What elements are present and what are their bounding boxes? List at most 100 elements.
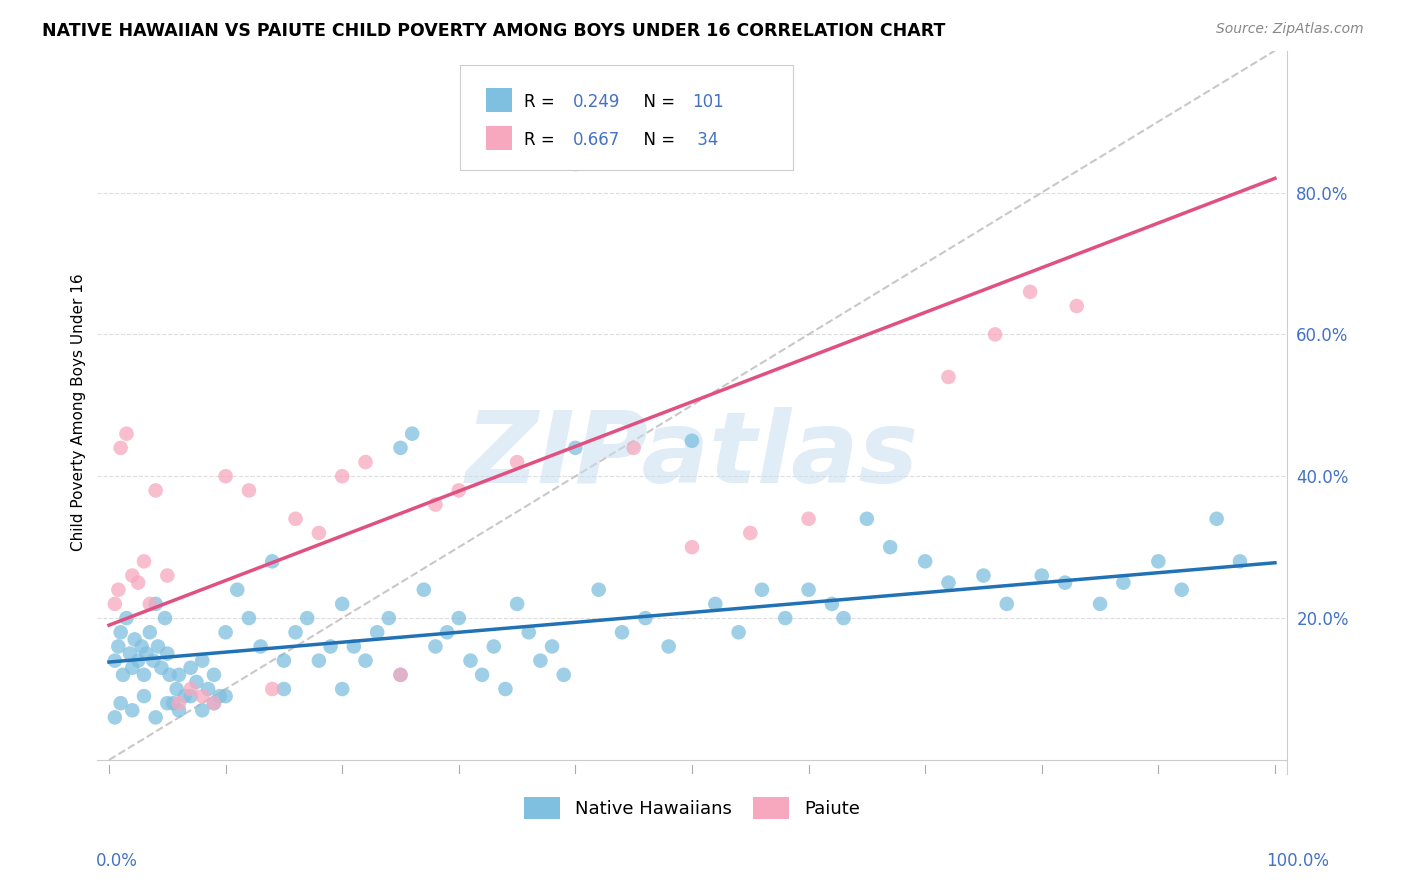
Text: 34: 34 xyxy=(692,130,718,149)
Point xyxy=(938,575,960,590)
Point xyxy=(330,681,353,696)
Point xyxy=(110,625,132,640)
Point xyxy=(1229,554,1251,568)
Point xyxy=(425,640,447,654)
Point xyxy=(529,654,551,668)
Point xyxy=(727,625,749,640)
Point xyxy=(214,625,236,640)
Text: 100.0%: 100.0% xyxy=(1265,852,1329,870)
Point xyxy=(1066,299,1088,313)
Text: 101: 101 xyxy=(692,93,724,111)
Point xyxy=(145,597,167,611)
Bar xyxy=(486,126,512,150)
Point xyxy=(226,582,249,597)
Point xyxy=(156,696,179,710)
Point xyxy=(167,696,190,710)
Point xyxy=(284,625,307,640)
Point xyxy=(214,689,236,703)
Point xyxy=(389,668,412,682)
Point xyxy=(378,611,401,625)
Text: ZIPatlas: ZIPatlas xyxy=(465,408,918,504)
Point xyxy=(104,710,127,724)
Point xyxy=(343,640,366,654)
Point xyxy=(389,441,412,455)
Point xyxy=(124,632,146,647)
Point xyxy=(425,498,447,512)
Point xyxy=(482,640,505,654)
Point xyxy=(273,681,295,696)
Point xyxy=(202,668,225,682)
Point xyxy=(634,611,657,625)
Point xyxy=(506,455,529,469)
Point xyxy=(115,611,138,625)
Point xyxy=(308,654,330,668)
Point xyxy=(681,434,703,448)
Point xyxy=(984,327,1007,342)
Point xyxy=(401,426,423,441)
Point xyxy=(366,625,388,640)
Text: 0.249: 0.249 xyxy=(574,93,620,111)
Point xyxy=(914,554,936,568)
Point xyxy=(191,689,214,703)
Point xyxy=(153,611,176,625)
Point xyxy=(1170,582,1192,597)
Point xyxy=(972,568,994,582)
Point xyxy=(330,597,353,611)
Point xyxy=(162,696,184,710)
Point xyxy=(110,696,132,710)
Point xyxy=(610,625,633,640)
Point xyxy=(658,640,681,654)
FancyBboxPatch shape xyxy=(460,65,793,170)
Point xyxy=(167,668,190,682)
Text: 0.0%: 0.0% xyxy=(96,852,138,870)
Point xyxy=(127,575,149,590)
Point xyxy=(938,370,960,384)
Point xyxy=(104,597,127,611)
Point xyxy=(173,689,195,703)
Point xyxy=(118,647,141,661)
Point xyxy=(111,668,134,682)
Point xyxy=(436,625,458,640)
Point xyxy=(150,661,173,675)
Point xyxy=(107,582,129,597)
Point xyxy=(166,681,188,696)
Point xyxy=(191,703,214,717)
Text: R =: R = xyxy=(524,130,560,149)
Point xyxy=(460,654,482,668)
Point xyxy=(389,668,412,682)
Point xyxy=(447,483,470,498)
Text: Source: ZipAtlas.com: Source: ZipAtlas.com xyxy=(1216,22,1364,37)
Point xyxy=(856,512,879,526)
Point xyxy=(319,640,342,654)
Point xyxy=(167,703,190,717)
Point xyxy=(623,441,645,455)
Point xyxy=(262,681,284,696)
Point xyxy=(1031,568,1053,582)
Point xyxy=(186,674,208,689)
Point xyxy=(145,483,167,498)
Point xyxy=(553,668,575,682)
Point xyxy=(104,654,127,668)
Point xyxy=(273,654,295,668)
Point xyxy=(249,640,271,654)
Point xyxy=(821,597,844,611)
Text: N =: N = xyxy=(633,130,681,149)
Point xyxy=(797,512,820,526)
Bar xyxy=(486,88,512,112)
Point xyxy=(197,681,219,696)
Text: R =: R = xyxy=(524,93,560,111)
Legend: Native Hawaiians, Paiute: Native Hawaiians, Paiute xyxy=(517,790,868,827)
Point xyxy=(330,469,353,483)
Point xyxy=(412,582,434,597)
Point xyxy=(773,611,796,625)
Point xyxy=(191,654,214,668)
Point xyxy=(564,157,586,171)
Point xyxy=(471,668,494,682)
Point xyxy=(494,681,516,696)
Point xyxy=(135,647,157,661)
Point xyxy=(121,703,143,717)
Point xyxy=(121,568,143,582)
Point xyxy=(751,582,773,597)
Point xyxy=(180,681,202,696)
Y-axis label: Child Poverty Among Boys Under 16: Child Poverty Among Boys Under 16 xyxy=(72,274,86,551)
